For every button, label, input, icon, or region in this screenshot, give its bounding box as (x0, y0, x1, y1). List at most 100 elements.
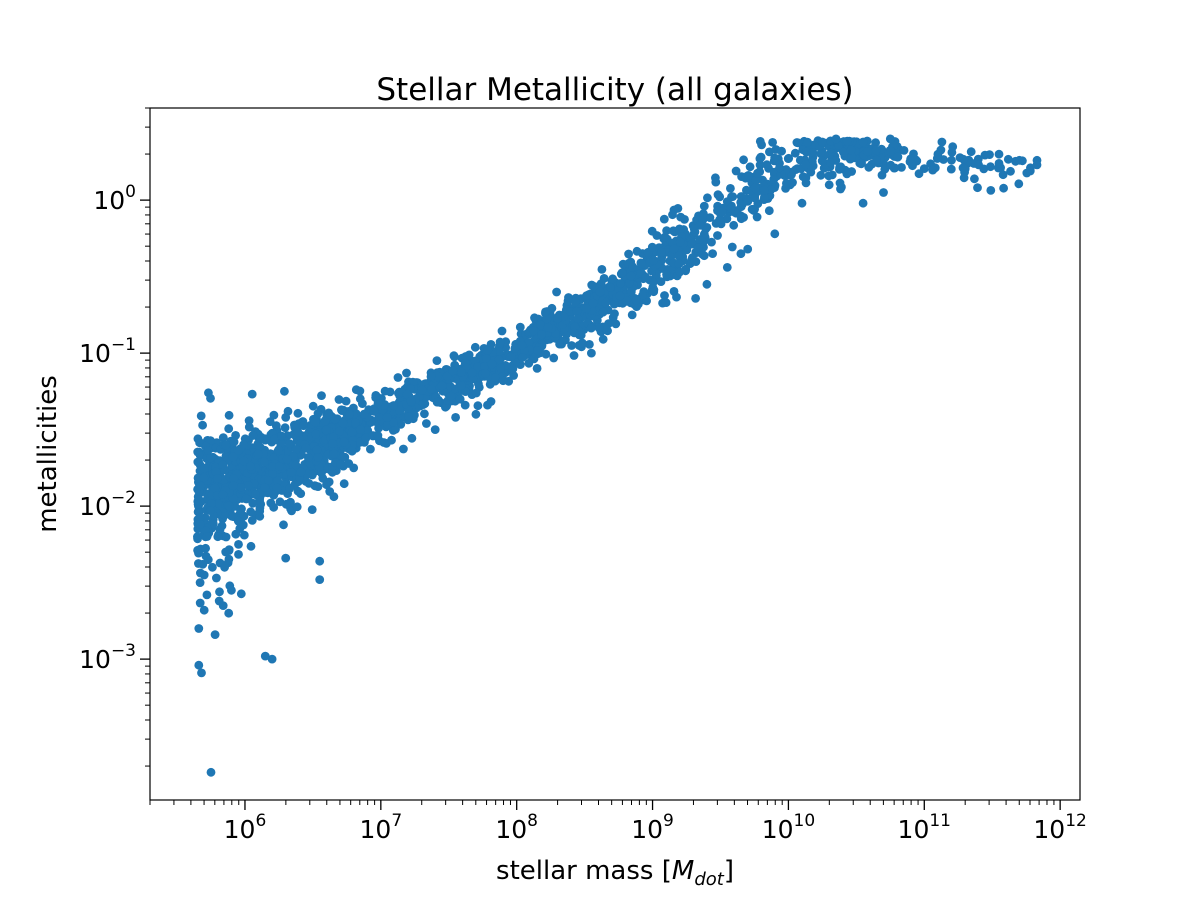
data-point (885, 134, 895, 144)
data-point (206, 767, 216, 777)
y-tick-label: 10−1 (79, 335, 136, 368)
data-point (485, 379, 495, 389)
data-point (315, 575, 325, 584)
data-point (699, 209, 708, 219)
data-point (218, 490, 228, 499)
data-point (524, 358, 534, 368)
data-point (313, 482, 323, 491)
data-point (244, 481, 254, 490)
data-point (726, 203, 736, 213)
data-point (751, 175, 761, 185)
data-point (228, 481, 238, 490)
data-point (487, 359, 497, 369)
data-point (760, 193, 769, 203)
data-point (846, 145, 856, 155)
data-point (715, 215, 725, 225)
data-point (582, 291, 591, 300)
data-point (268, 469, 277, 478)
data-point (324, 409, 333, 419)
data-point (218, 601, 228, 610)
data-point (234, 550, 243, 559)
data-point (722, 263, 732, 272)
data-point (549, 353, 559, 363)
data-point (691, 294, 700, 303)
data-point (455, 394, 465, 404)
data-point (456, 367, 466, 377)
data-point (194, 548, 203, 558)
data-point (432, 356, 442, 365)
data-point (345, 409, 354, 419)
data-point (329, 432, 338, 442)
data-point (199, 473, 209, 483)
data-point (270, 434, 279, 444)
data-point (537, 330, 546, 340)
data-point (195, 598, 205, 608)
data-point (649, 256, 659, 265)
data-point (224, 554, 234, 564)
data-point (224, 501, 234, 511)
data-point (625, 278, 634, 288)
data-point (246, 461, 255, 471)
data-point (506, 352, 516, 362)
data-point (660, 291, 669, 300)
data-point (471, 388, 481, 398)
data-point (597, 265, 607, 274)
data-point (667, 251, 677, 260)
data-point (277, 431, 286, 441)
data-point (797, 198, 807, 208)
data-point (193, 532, 202, 542)
data-point (576, 330, 586, 340)
data-point (496, 363, 505, 373)
data-point (201, 543, 211, 553)
data-point (329, 449, 339, 459)
data-point (817, 156, 827, 166)
data-point (236, 589, 246, 599)
data-point (1025, 166, 1035, 176)
data-point (347, 446, 357, 456)
data-point (966, 147, 976, 157)
data-point (707, 237, 716, 247)
data-point (339, 437, 349, 447)
data-point (729, 220, 739, 230)
data-point (708, 249, 717, 258)
data-point (194, 624, 204, 633)
data-point (233, 446, 243, 455)
data-point (533, 346, 542, 355)
data-point (858, 198, 868, 208)
data-point (587, 280, 597, 290)
data-point (641, 273, 650, 283)
data-point (215, 587, 224, 597)
data-point (379, 438, 389, 447)
data-point (897, 163, 906, 172)
data-point (202, 532, 212, 541)
data-point (407, 433, 417, 443)
data-point (688, 253, 697, 263)
data-point (727, 242, 737, 252)
data-point (529, 326, 538, 336)
data-point (611, 319, 621, 329)
y-tick-label: 10−3 (79, 641, 136, 674)
data-point (699, 201, 709, 211)
data-point (569, 351, 579, 360)
data-point (872, 155, 881, 165)
data-point (285, 484, 295, 493)
data-point (750, 193, 760, 203)
data-point (246, 507, 256, 517)
data-point (293, 408, 303, 418)
data-point (247, 389, 257, 399)
data-point (994, 149, 1004, 159)
data-point (450, 352, 459, 362)
data-point (315, 556, 325, 566)
data-point (218, 433, 228, 442)
data-point (928, 165, 938, 175)
data-point (657, 247, 666, 257)
data-point (404, 412, 413, 421)
data-point (275, 462, 285, 471)
data-point (442, 371, 452, 381)
data-point (448, 366, 458, 376)
data-point (775, 163, 784, 173)
data-point (239, 440, 249, 449)
data-point (744, 171, 753, 180)
data-point (1015, 155, 1024, 165)
data-point (296, 489, 306, 498)
